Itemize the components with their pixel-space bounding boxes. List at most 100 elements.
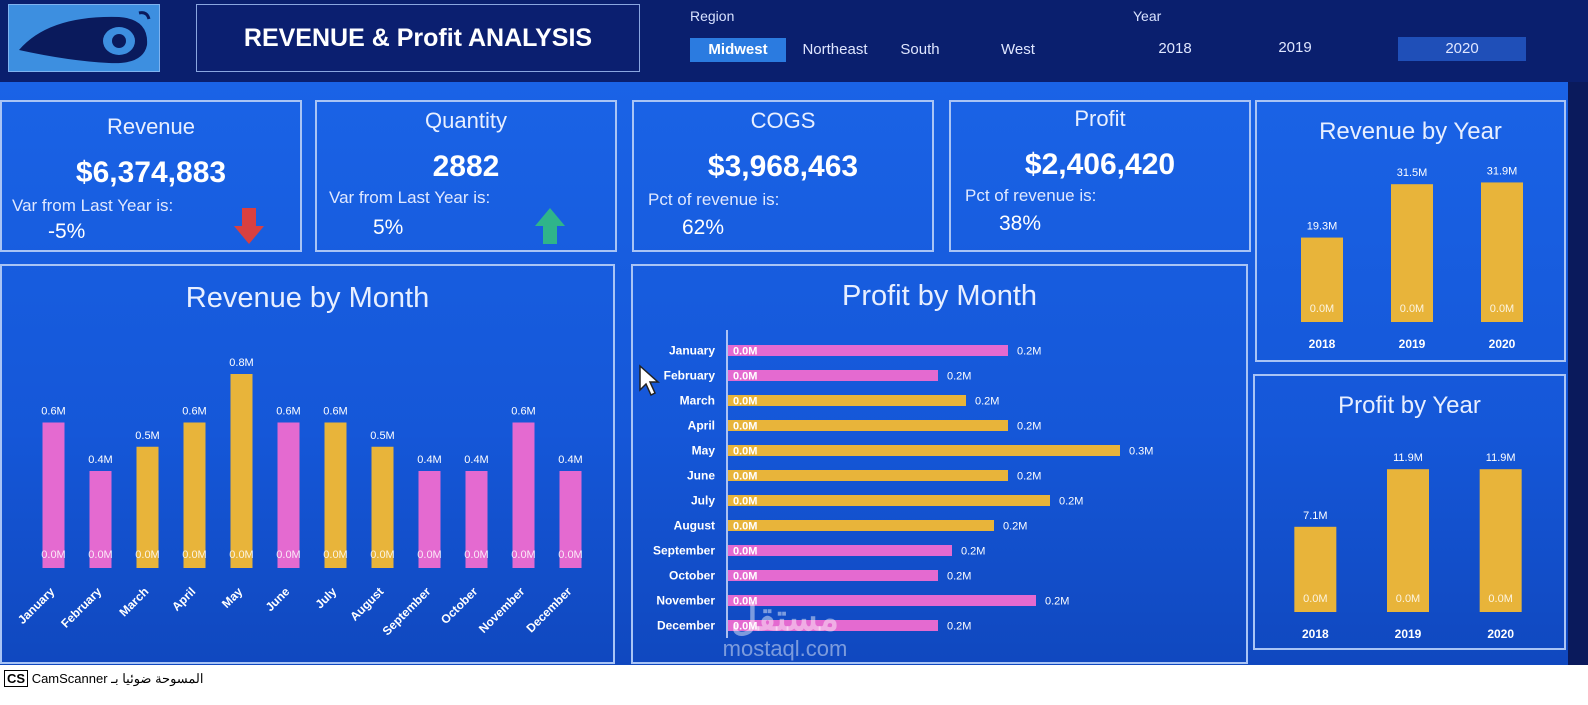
logo	[8, 4, 160, 72]
watermark-arabic: مستقل	[731, 597, 839, 638]
data-label-november: 0.6M	[511, 406, 535, 418]
kpi-revenue-pct: -5%	[48, 220, 86, 243]
revenue-by-month-title: Revenue by Month	[185, 282, 430, 314]
mouse-cursor-icon	[639, 364, 660, 397]
kpi-profit-sub: Pct of revenue is:	[965, 186, 1097, 205]
base-label-july: 0.0M	[323, 549, 347, 561]
base-label-september: 0.0M	[733, 546, 757, 558]
bar-november	[728, 595, 1036, 606]
base-label-may: 0.0M	[229, 549, 253, 561]
revenue-by-year-chart: 19.3M 0.0M 2018 31.5M 0.0M 2019 31.9M 0.0M 2020	[1301, 165, 1523, 351]
region-option-northeast[interactable]: Northeast	[802, 41, 868, 58]
base-label-october: 0.0M	[733, 571, 757, 583]
bar-may	[230, 374, 253, 568]
region-option-west[interactable]: West	[1001, 41, 1035, 58]
data-label-august: 0.2M	[1003, 521, 1027, 533]
kpi-quantity-value: 2882	[432, 150, 500, 183]
base-label-july: 0.0M	[733, 496, 757, 508]
kpi-revenue-title: Revenue	[106, 114, 196, 139]
bar-2018	[1294, 526, 1337, 612]
kpi-cogs-value: $3,968,463	[707, 150, 859, 183]
data-label-november: 0.2M	[1045, 596, 1069, 608]
bar-2019	[1391, 184, 1433, 322]
kpi-revenue-value: $6,374,883	[75, 156, 227, 189]
bar-april	[183, 422, 206, 568]
base-label-march: 0.0M	[733, 396, 757, 408]
bar-march	[728, 395, 966, 406]
data-label-june: 0.6M	[276, 406, 300, 418]
base-label-june: 0.0M	[733, 471, 757, 483]
base-label-february: 0.0M	[733, 371, 757, 383]
data-label-october: 0.2M	[947, 571, 971, 583]
kpi-quantity-pct: 5%	[373, 216, 404, 239]
base-label-june: 0.0M	[276, 549, 300, 561]
bar-august	[728, 520, 994, 531]
base-label-january: 0.0M	[733, 346, 757, 358]
revenue-by-year-panel: Revenue by Year 19.3M 0.0M 2018 31.5M 0.0M 20…	[1255, 100, 1566, 362]
data-label-may: 0.8M	[229, 357, 253, 369]
bar-december	[728, 620, 938, 631]
kpi-revenue-sub: Var from Last Year is:	[12, 196, 174, 215]
data-label-september: 0.4M	[417, 454, 441, 466]
data-label-december: 0.2M	[947, 621, 971, 633]
profit-by-year-chart: 7.1M 0.0M 2018 11.9M 0.0M 2019 11.9M 0.0M 2020	[1294, 452, 1522, 641]
base-label-august: 0.0M	[370, 549, 394, 561]
base-label-march: 0.0M	[135, 549, 159, 561]
data-label-2020: 31.9M	[1487, 165, 1518, 177]
data-label-december: 0.4M	[558, 454, 582, 466]
revenue-by-year-title: Revenue by Year	[1319, 118, 1502, 145]
logo-icon	[19, 11, 151, 64]
bar-march	[136, 446, 159, 568]
tick-label-december: December	[657, 619, 715, 633]
kpi-profit-value: $2,406,420	[1024, 148, 1176, 181]
revenue-by-month-chart: 0.6M 0.0M January 0.4M 0.0M February 0.5M 0.0M M…	[15, 357, 583, 638]
profit-by-month-chart: January 0.0M 0.2M February 0.0M 0.2M March 0.0M…	[653, 330, 1153, 638]
data-label-march: 0.5M	[135, 430, 159, 442]
revenue-by-month-panel: Revenue by Month 0.6M 0.0M January 0.4M 0.0M…	[0, 264, 615, 664]
watermark-url: mostaql.com	[722, 636, 848, 661]
year-option-2020[interactable]: 2020	[1398, 37, 1526, 61]
year-option-2019[interactable]: 2019	[1278, 39, 1312, 56]
bar-july	[728, 495, 1050, 506]
tick-label-2018: 2018	[1302, 627, 1329, 641]
region-option-midwest[interactable]: Midwest	[690, 38, 786, 62]
tick-label-march: March	[680, 394, 715, 408]
bar-august	[371, 446, 394, 568]
tick-label-april: April	[169, 584, 198, 613]
tick-label-march: March	[116, 584, 151, 619]
data-label-september: 0.2M	[961, 546, 985, 558]
tick-label-2019: 2019	[1399, 337, 1426, 351]
tick-label-february: February	[58, 584, 104, 630]
profit-by-month-title: Profit by Month	[841, 280, 1038, 312]
dashboard-title: REVENUE & Profit ANALYSIS	[196, 4, 640, 72]
data-label-january: 0.6M	[41, 406, 65, 418]
tick-label-october: October	[438, 584, 481, 627]
bar-september	[728, 545, 952, 556]
tick-label-april: April	[688, 419, 715, 433]
base-label-2020: 0.0M	[1490, 303, 1514, 315]
base-label-january: 0.0M	[41, 549, 65, 561]
bar-june	[728, 470, 1008, 481]
bar-september	[418, 471, 441, 568]
bar-january	[42, 422, 65, 568]
data-label-2019: 31.5M	[1397, 167, 1428, 179]
bar-october	[465, 471, 488, 568]
base-label-august: 0.0M	[733, 521, 757, 533]
year-slicer-label: Year	[1133, 8, 1162, 24]
region-option-south[interactable]: South	[900, 41, 940, 58]
bar-april	[728, 420, 1008, 431]
tick-label-july: July	[312, 584, 339, 611]
tick-label-june: June	[263, 584, 293, 614]
bar-2018	[1301, 237, 1343, 322]
watermark: مستقل mostaql.com	[690, 600, 880, 662]
arrow-down-icon	[234, 208, 264, 244]
tick-label-october: October	[669, 569, 715, 583]
tick-label-january: January	[669, 344, 715, 358]
data-label-march: 0.2M	[975, 396, 999, 408]
year-option-2018[interactable]: 2018	[1158, 40, 1192, 57]
kpi-cogs-card: COGS $3,968,463 Pct of revenue is: 62%	[632, 100, 934, 252]
bar-june	[277, 422, 300, 568]
bar-february	[89, 471, 112, 568]
base-label-february: 0.0M	[88, 549, 112, 561]
data-label-june: 0.2M	[1017, 471, 1041, 483]
